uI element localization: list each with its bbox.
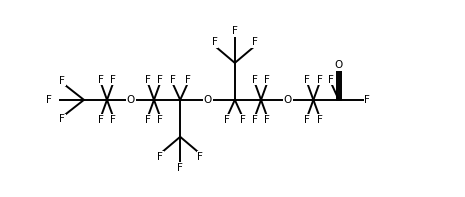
Text: F: F [252,75,258,85]
Text: F: F [239,115,246,125]
Text: F: F [365,95,370,105]
Text: F: F [197,152,203,162]
Text: F: F [328,75,334,85]
Text: F: F [317,75,323,85]
Text: O: O [335,60,343,70]
Text: O: O [204,95,212,105]
Text: F: F [185,75,191,85]
Text: F: F [252,115,258,125]
Text: F: F [157,75,163,85]
Text: F: F [145,115,151,125]
Text: F: F [177,163,183,173]
Text: O: O [127,95,135,105]
Text: F: F [264,75,270,85]
Text: F: F [145,75,151,85]
Text: F: F [212,37,218,47]
Text: F: F [110,75,116,85]
Text: F: F [98,115,104,125]
Text: F: F [157,115,163,125]
Text: F: F [304,115,310,125]
Text: F: F [60,114,65,124]
Text: F: F [317,115,323,125]
Text: F: F [98,75,104,85]
Text: F: F [170,75,175,85]
Text: F: F [110,115,116,125]
Text: F: F [304,75,310,85]
Text: F: F [157,152,163,162]
Text: F: F [252,37,258,47]
Text: F: F [46,95,53,105]
Text: F: F [224,115,230,125]
Text: F: F [60,76,65,86]
Text: F: F [232,26,238,36]
Text: O: O [284,95,292,105]
Text: F: F [264,115,270,125]
